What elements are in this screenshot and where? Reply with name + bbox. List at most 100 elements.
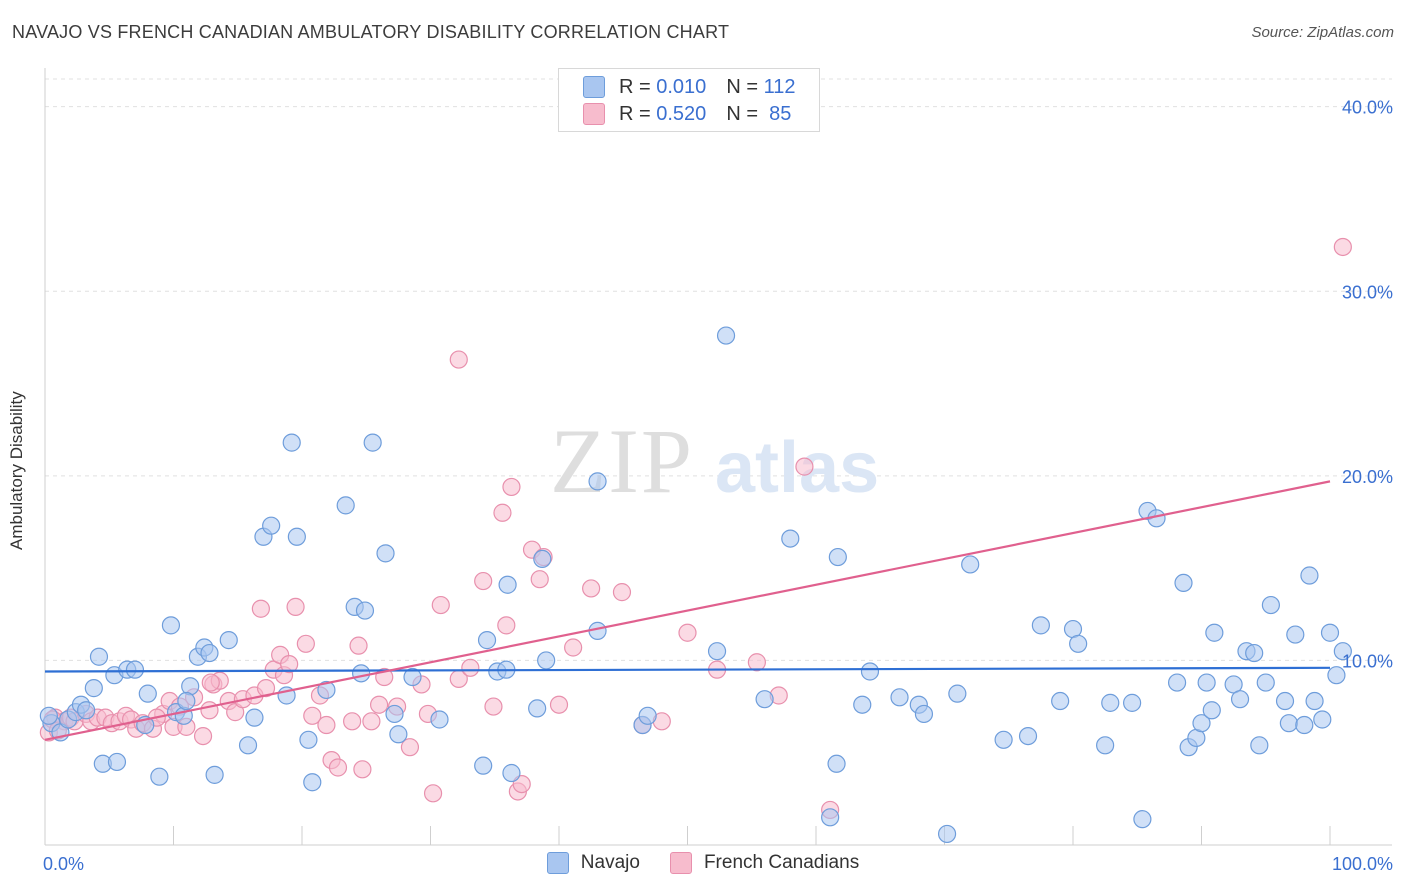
french-canadians-point [449, 350, 468, 369]
navajo-point [245, 708, 264, 727]
navajo-point [1327, 666, 1346, 685]
french-canadians-point [251, 599, 270, 618]
french-canadians-point [303, 706, 322, 725]
navajo-point [1256, 673, 1275, 692]
french-canadians-point [795, 457, 814, 476]
french-canadians-point [582, 579, 601, 598]
legend: R = 0.010 N = 112 R = 0.520 N = 85 [558, 68, 820, 132]
french-canadians-point [461, 658, 480, 677]
navajo-point [707, 642, 727, 661]
french-canadians-point [317, 715, 336, 735]
navajo-point [107, 752, 127, 772]
navajo-point [238, 736, 258, 755]
french-canadians-point [343, 712, 362, 731]
french-canadians-point [423, 784, 443, 803]
french-swatch [583, 103, 605, 125]
navajo-point [1192, 714, 1211, 733]
navajo-points [39, 326, 1352, 844]
navajo-point [1018, 726, 1038, 746]
navajo-point [177, 691, 196, 711]
navajo-point [389, 725, 408, 744]
navajo-point [474, 756, 493, 775]
watermark-zip: ZIP [550, 410, 694, 512]
navajo-point [1051, 691, 1070, 711]
french-canadians-point [256, 679, 276, 698]
navajo-point [363, 433, 382, 452]
french-canadians-point [353, 760, 372, 779]
navajo-point [1133, 810, 1152, 829]
legend-r-value: 0.010 [656, 75, 707, 98]
navajo-point [430, 710, 449, 729]
french-canadians-point [484, 697, 503, 716]
y-tick-label: 10.0% [1342, 651, 1393, 671]
french-canadians-point [296, 634, 315, 653]
bottom-legend: Navajo French Canadians [0, 852, 1406, 874]
french-canadians-point [431, 595, 450, 615]
navajo-point [1333, 642, 1352, 661]
french-canadians-point [193, 726, 213, 746]
french-canadians-points [39, 237, 1352, 820]
french-canadians-point [349, 636, 368, 655]
navajo-point [1197, 673, 1216, 692]
navajo-point [150, 767, 169, 786]
source-credit: Source: ZipAtlas.com [1251, 24, 1394, 41]
navajo-point [1250, 736, 1269, 755]
navajo-point [262, 516, 281, 535]
navajo-point [303, 773, 322, 792]
navajo-point [1305, 691, 1324, 711]
navajo-point [588, 472, 607, 491]
legend-r-label: R = [619, 102, 651, 125]
legend-r-label: R = [619, 75, 651, 98]
french-canadians-trend-line [44, 480, 1331, 741]
navajo-point [1069, 634, 1088, 653]
navajo-point [828, 547, 847, 567]
navajo-point [317, 680, 336, 700]
navajo-point [355, 601, 375, 620]
french-canadians-point [201, 673, 220, 692]
navajo-swatch [583, 76, 605, 98]
navajo-point [1313, 710, 1332, 729]
navajo-point [890, 688, 909, 707]
navajo-swatch [546, 852, 569, 874]
navajo-point [821, 808, 840, 827]
french-canadians-point [512, 774, 531, 794]
chart-title: NAVAJO VS FRENCH CANADIAN AMBULATORY DIS… [12, 22, 730, 42]
french-canadians-point [400, 738, 420, 757]
navajo-point [1174, 573, 1193, 592]
navajo-point [1167, 673, 1187, 692]
french-canadians-point [747, 653, 766, 672]
navajo-point [299, 730, 318, 749]
navajo-point [537, 651, 556, 670]
navajo-point [502, 763, 521, 783]
navajo-point [1245, 643, 1264, 663]
navajo-point [781, 529, 800, 548]
navajo-point [39, 706, 58, 725]
y-axis-label: Ambulatory Disability [7, 391, 26, 550]
navajo-point [1295, 715, 1314, 735]
french-canadians-point [370, 695, 389, 714]
french-canadians-point [530, 570, 549, 589]
y-tick-label: 20.0% [1342, 467, 1393, 487]
navajo-point [84, 679, 103, 698]
navajo-point [219, 631, 238, 650]
navajo-point [853, 695, 872, 714]
navajo-point [1275, 691, 1295, 711]
navajo-point [1202, 701, 1221, 720]
french-canadians-point [493, 503, 512, 522]
navajo-point [1031, 616, 1050, 635]
french-canadians-point [1333, 237, 1352, 257]
legend-n-value: 85 [769, 102, 792, 125]
navajo-point [376, 544, 395, 563]
navajo-point [528, 699, 547, 718]
navajo-point [533, 549, 552, 569]
navajo-point [948, 684, 967, 703]
navajo-point [125, 660, 145, 679]
navajo-point [827, 754, 846, 773]
french-swatch [669, 852, 692, 874]
navajo-point [755, 690, 774, 709]
navajo-point [1279, 714, 1298, 733]
legend-n-label: N = [726, 75, 758, 98]
navajo-point [336, 496, 355, 515]
navajo-point [1205, 623, 1224, 642]
